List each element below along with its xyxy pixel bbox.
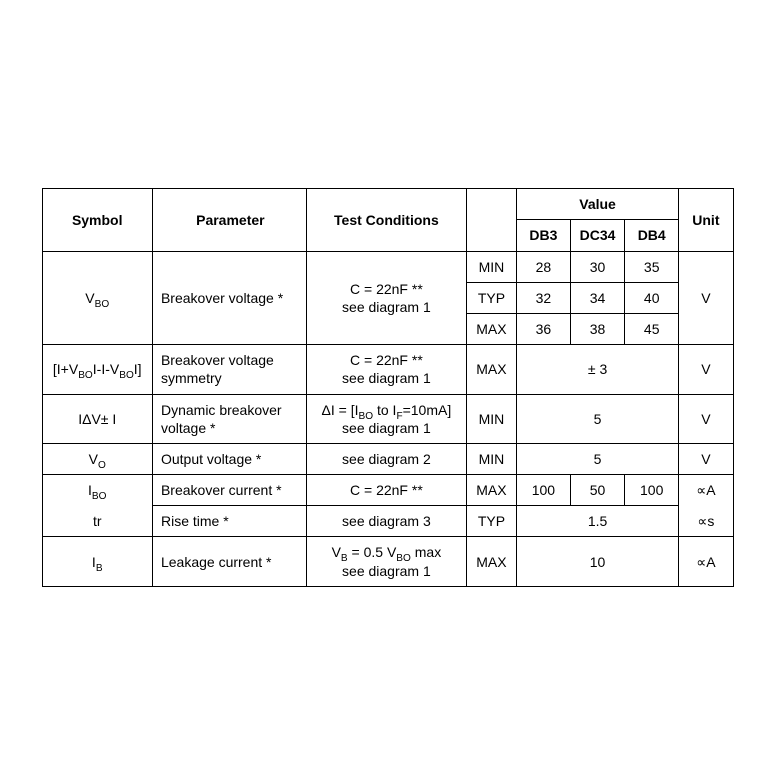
row-ibo: IBO Breakover current * C = 22nF ** MAX … <box>42 475 733 506</box>
cell-vo-value: 5 <box>516 443 678 474</box>
cell-ib-value: 10 <box>516 537 678 586</box>
cell-ib-unit: ∝A <box>679 537 733 586</box>
cell-ibo-unit: ∝A <box>679 475 733 506</box>
cell-tr-unit: ∝s <box>679 506 733 537</box>
datasheet-table-wrapper: { "colors": { "text": "#000000", "border… <box>42 188 734 587</box>
cell-symm-param: Breakover voltage symmetry <box>152 345 306 394</box>
cell-tr-symbol: tr <box>42 506 152 537</box>
cell-dyn-unit: V <box>679 394 733 443</box>
th-mmt-blank <box>467 189 517 251</box>
cell-vbo-typ-db4: 40 <box>625 282 679 313</box>
cell-vo-symbol: VO <box>42 443 152 474</box>
th-db4: DB4 <box>625 220 679 251</box>
cell-symm-value: ± 3 <box>516 345 678 394</box>
header-row-1: Symbol Parameter Test Conditions Value U… <box>42 189 733 220</box>
cell-vbo-cond: C = 22nF **see diagram 1 <box>306 251 466 345</box>
row-tr: tr Rise time * see diagram 3 TYP 1.5 ∝s <box>42 506 733 537</box>
cell-ibo-cond: C = 22nF ** <box>306 475 466 506</box>
cell-vo-unit: V <box>679 443 733 474</box>
cell-vbo-max-db4: 45 <box>625 313 679 344</box>
cell-vbo-param: Breakover voltage * <box>152 251 306 345</box>
cell-vbo-typ-db3: 32 <box>516 282 570 313</box>
cell-dyn-symbol: IΔV± I <box>42 394 152 443</box>
cell-vbo-min-label: MIN <box>467 251 517 282</box>
cell-dyn-cond: ΔI = [IBO to IF=10mA]see diagram 1 <box>306 394 466 443</box>
cell-vbo-typ-dc34: 34 <box>570 282 624 313</box>
th-unit: Unit <box>679 189 733 251</box>
row-vbo-min: VBO Breakover voltage * C = 22nF **see d… <box>42 251 733 282</box>
spec-table: Symbol Parameter Test Conditions Value U… <box>42 188 734 587</box>
cell-ibo-param: Breakover current * <box>152 475 306 506</box>
cell-dyn-value: 5 <box>516 394 678 443</box>
th-parameter: Parameter <box>152 189 306 251</box>
cell-vo-mmt: MIN <box>467 443 517 474</box>
th-db3: DB3 <box>516 220 570 251</box>
cell-ib-cond: VB = 0.5 VBO maxsee diagram 1 <box>306 537 466 586</box>
th-dc34: DC34 <box>570 220 624 251</box>
row-dynamic: IΔV± I Dynamic breakover voltage * ΔI = … <box>42 394 733 443</box>
cell-symm-unit: V <box>679 345 733 394</box>
cell-ibo-mmt: MAX <box>467 475 517 506</box>
cell-vbo-max-db3: 36 <box>516 313 570 344</box>
cell-vbo-unit: V <box>679 251 733 345</box>
th-value: Value <box>516 189 678 220</box>
cell-dyn-mmt: MIN <box>467 394 517 443</box>
cell-vo-param: Output voltage * <box>152 443 306 474</box>
cell-vbo-min-dc34: 30 <box>570 251 624 282</box>
cell-ibo-symbol: IBO <box>42 475 152 506</box>
cell-tr-mmt: TYP <box>467 506 517 537</box>
cell-dyn-param: Dynamic breakover voltage * <box>152 394 306 443</box>
cell-vbo-min-db3: 28 <box>516 251 570 282</box>
cell-vbo-max-dc34: 38 <box>570 313 624 344</box>
th-conditions: Test Conditions <box>306 189 466 251</box>
cell-vbo-symbol: VBO <box>42 251 152 345</box>
th-symbol: Symbol <box>42 189 152 251</box>
cell-vbo-max-label: MAX <box>467 313 517 344</box>
cell-ib-symbol: IB <box>42 537 152 586</box>
row-ib: IB Leakage current * VB = 0.5 VBO maxsee… <box>42 537 733 586</box>
row-symmetry: [I+VBOI-I-VBOI] Breakover voltage symmet… <box>42 345 733 394</box>
cell-tr-value: 1.5 <box>516 506 678 537</box>
cell-tr-cond: see diagram 3 <box>306 506 466 537</box>
cell-tr-param: Rise time * <box>152 506 306 537</box>
row-vo: VO Output voltage * see diagram 2 MIN 5 … <box>42 443 733 474</box>
cell-ib-mmt: MAX <box>467 537 517 586</box>
cell-symm-symbol: [I+VBOI-I-VBOI] <box>42 345 152 394</box>
cell-symm-cond: C = 22nF **see diagram 1 <box>306 345 466 394</box>
cell-ibo-dc34: 50 <box>570 475 624 506</box>
cell-symm-mmt: MAX <box>467 345 517 394</box>
cell-ibo-db3: 100 <box>516 475 570 506</box>
cell-vo-cond: see diagram 2 <box>306 443 466 474</box>
cell-ibo-db4: 100 <box>625 475 679 506</box>
cell-vbo-typ-label: TYP <box>467 282 517 313</box>
cell-vbo-min-db4: 35 <box>625 251 679 282</box>
cell-ib-param: Leakage current * <box>152 537 306 586</box>
